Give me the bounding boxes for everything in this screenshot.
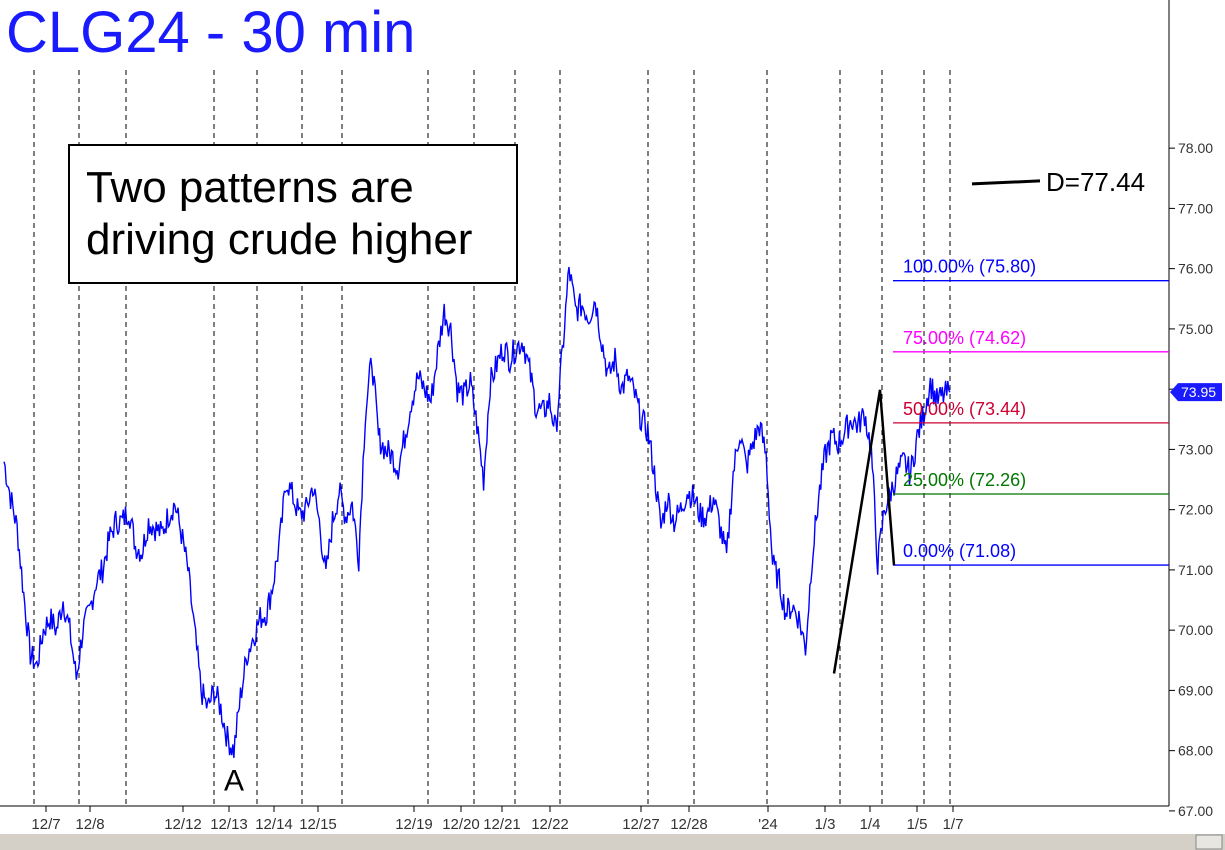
scrollbar-thumb xyxy=(1195,834,1223,850)
y-tick-label: 72.00 xyxy=(1178,502,1213,518)
y-tick-label: 76.00 xyxy=(1178,261,1213,277)
x-tick-label: 12/7 xyxy=(31,816,60,833)
x-tick-label: 12/27 xyxy=(622,816,660,833)
x-tick-label: 12/14 xyxy=(255,816,293,833)
fib-level-label: 75.00% (74.62) xyxy=(903,328,1026,348)
x-tick-label: 1/7 xyxy=(943,816,964,833)
x-tick-label: 12/21 xyxy=(483,816,521,833)
fib-level-label: 100.00% (75.80) xyxy=(903,257,1036,277)
x-tick-label: 12/13 xyxy=(210,816,248,833)
last-price-marker xyxy=(1170,383,1222,402)
annotation-line-1: Two patterns are xyxy=(86,163,414,212)
x-tick-label: 12/28 xyxy=(670,816,708,833)
last-price-label: 73.95 xyxy=(1181,384,1216,400)
chart-title: CLG24 - 30 min xyxy=(6,0,416,65)
y-tick-label: 78.00 xyxy=(1178,140,1213,156)
fib-level-label: 0.00% (71.08) xyxy=(903,541,1016,561)
x-tick-label: 12/19 xyxy=(395,816,433,833)
point-a-label: A xyxy=(224,765,244,798)
x-tick-label: 12/15 xyxy=(299,816,337,833)
y-tick-label: 77.00 xyxy=(1178,200,1213,216)
y-tick-label: 68.00 xyxy=(1178,743,1213,759)
x-tick-label: '24 xyxy=(758,816,778,833)
pattern-line xyxy=(832,389,896,674)
x-tick-label: 1/3 xyxy=(815,816,836,833)
fib-level-label: 25.00% (72.26) xyxy=(903,470,1026,490)
y-tick-label: 70.00 xyxy=(1178,622,1213,638)
target-line xyxy=(971,179,1041,186)
annotation-line-2: driving crude higher xyxy=(86,215,473,264)
annotation-box: Two patterns are driving crude higher xyxy=(68,144,518,284)
x-tick-label: 12/12 xyxy=(164,816,202,833)
x-tick-label: 12/8 xyxy=(75,816,104,833)
y-tick-label: 75.00 xyxy=(1178,321,1213,337)
y-tick-label: 67.00 xyxy=(1178,803,1213,819)
price-line xyxy=(3,266,951,758)
target-label: D=77.44 xyxy=(1046,167,1145,197)
fib-level-label: 50.00% (73.44) xyxy=(903,399,1026,419)
y-tick-label: 73.00 xyxy=(1178,441,1213,457)
y-tick-label: 69.00 xyxy=(1178,682,1213,698)
x-tick-label: 12/20 xyxy=(442,816,480,833)
x-tick-label: 1/5 xyxy=(907,816,928,833)
y-tick-label: 71.00 xyxy=(1178,562,1213,578)
x-tick-label: 1/4 xyxy=(860,816,881,833)
x-tick-label: 12/22 xyxy=(531,816,569,833)
scrollbar-track xyxy=(0,834,1225,850)
